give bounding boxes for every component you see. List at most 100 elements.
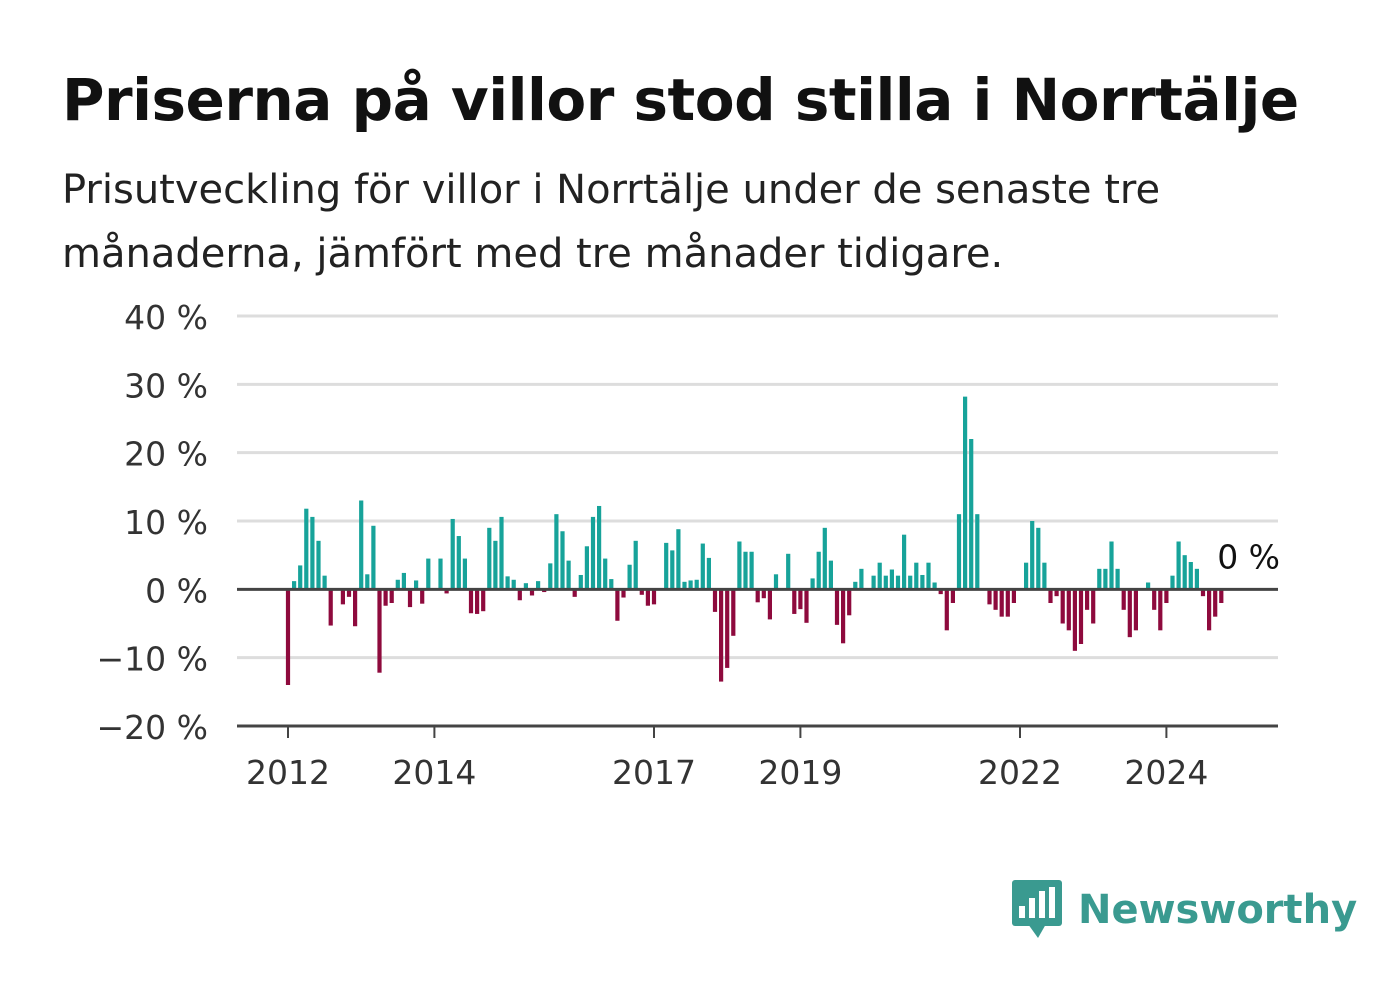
bar — [481, 589, 486, 612]
bar — [1103, 568, 1108, 590]
bar — [462, 558, 467, 590]
bar — [328, 589, 333, 626]
bar — [1030, 521, 1035, 590]
bar — [670, 550, 675, 590]
newsworthy-logo: Newsworthy — [1010, 878, 1357, 942]
bar — [298, 565, 303, 590]
bar — [1207, 589, 1212, 631]
bar — [963, 396, 968, 590]
bar — [694, 579, 699, 590]
bar — [1133, 589, 1138, 631]
bar — [639, 589, 644, 595]
bar — [761, 589, 766, 599]
bar — [932, 582, 937, 590]
bar-chart-speech-bubble-icon — [1012, 880, 1062, 938]
bar — [517, 589, 522, 601]
bar — [1158, 589, 1163, 631]
bar — [590, 516, 596, 590]
bar — [633, 540, 638, 590]
bar — [1176, 541, 1181, 590]
bar — [1219, 589, 1224, 603]
bar — [1115, 568, 1120, 590]
bar — [1188, 562, 1193, 590]
y-tick-label: 0 % — [145, 571, 208, 610]
bar — [395, 579, 400, 590]
bar — [651, 589, 657, 605]
bar — [450, 518, 455, 590]
bar — [749, 551, 754, 590]
bar — [1127, 589, 1132, 638]
bar — [999, 589, 1004, 617]
bar — [493, 540, 498, 590]
bar — [597, 505, 602, 590]
y-tick-label: −20 % — [97, 708, 209, 747]
bar — [316, 540, 321, 590]
x-tick-label: 2024 — [1124, 753, 1208, 792]
x-tick-label: 2017 — [612, 753, 696, 792]
bar — [719, 589, 724, 682]
x-tick-label: 2014 — [392, 753, 476, 792]
bar — [950, 589, 955, 603]
bar — [536, 581, 541, 590]
y-tick-label: 10 % — [124, 503, 208, 542]
bar — [737, 541, 742, 590]
bar — [475, 589, 480, 614]
bar — [822, 527, 827, 590]
bar — [944, 589, 949, 631]
bar — [712, 589, 718, 612]
bar — [834, 589, 840, 625]
bar — [798, 589, 803, 610]
brand-name: Newsworthy — [1078, 887, 1358, 933]
bar — [499, 516, 504, 590]
bar — [529, 589, 535, 596]
y-tick-label: 30 % — [124, 366, 208, 405]
bar — [688, 580, 693, 590]
bar — [487, 527, 492, 590]
bar — [292, 581, 297, 590]
bar — [786, 553, 791, 590]
bar — [346, 589, 352, 597]
bar — [505, 576, 510, 590]
bar — [969, 439, 974, 590]
bar — [810, 578, 815, 590]
bar — [792, 589, 797, 614]
bar — [828, 560, 833, 590]
bar — [725, 589, 730, 668]
bar — [383, 589, 388, 606]
bar — [1036, 527, 1041, 590]
bar — [1024, 562, 1029, 590]
bar — [1152, 589, 1157, 610]
chart-subtitle: Prisutveckling för villor i Norrtälje un… — [62, 167, 1161, 277]
bar — [1200, 589, 1206, 597]
bar — [682, 581, 687, 590]
bar — [1011, 589, 1016, 603]
bar — [804, 589, 809, 623]
bar — [566, 560, 571, 590]
bar — [389, 589, 394, 603]
bar — [816, 551, 821, 590]
bar — [554, 514, 559, 590]
latest-value-label: 0 % — [1217, 537, 1280, 576]
axes — [237, 587, 1278, 738]
bar — [847, 589, 852, 616]
bar — [1066, 589, 1071, 631]
bar — [609, 579, 614, 590]
y-tick-label: 40 % — [124, 298, 208, 337]
bar — [1170, 575, 1175, 590]
bar — [615, 589, 620, 621]
bar — [353, 589, 358, 627]
bar — [322, 575, 327, 590]
bar — [743, 551, 748, 590]
bar — [401, 572, 406, 590]
bar — [877, 562, 882, 590]
x-tick-label: 2019 — [758, 753, 842, 792]
bar — [841, 589, 846, 644]
x-tick-label: 2012 — [246, 753, 330, 792]
bar — [377, 589, 382, 673]
bar — [908, 575, 913, 590]
bar — [359, 500, 364, 590]
bar — [664, 542, 669, 590]
bar — [706, 557, 711, 590]
bar — [1213, 589, 1218, 617]
